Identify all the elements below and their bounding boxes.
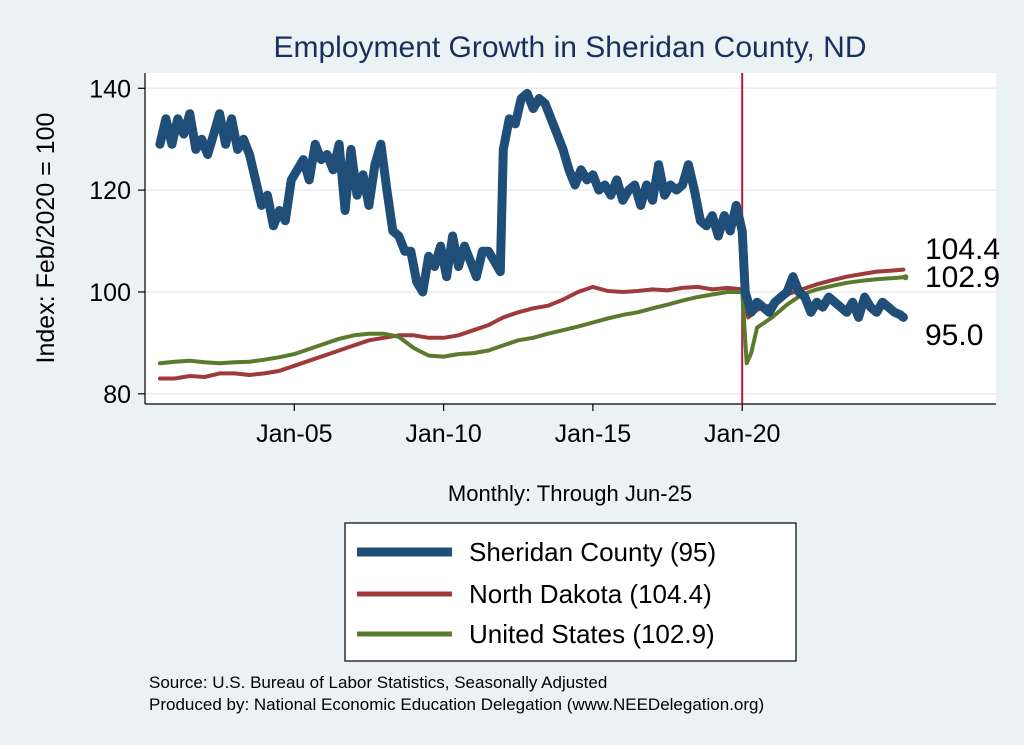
- end-marker: [902, 274, 909, 281]
- legend-label: North Dakota (104.4): [469, 579, 712, 609]
- x-tick-label: Jan-10: [405, 420, 481, 448]
- y-ticks: 80 100 120 140: [89, 75, 145, 409]
- end-label: 104.4: [925, 233, 1000, 266]
- x-axis-title: Monthly: Through Jun-25: [448, 481, 692, 506]
- y-tick-label: 120: [89, 177, 131, 205]
- x-tick-label: Jan-15: [555, 420, 631, 448]
- y-tick-label: 100: [89, 279, 131, 307]
- x-tick-label: Jan-20: [704, 420, 780, 448]
- y-tick-label: 80: [103, 381, 131, 409]
- y-tick-label: 140: [89, 75, 131, 103]
- legend: Sheridan County (95) North Dakota (104.4)…: [357, 537, 716, 649]
- chart-title: Employment Growth in Sheridan County, ND: [273, 31, 866, 64]
- series-line-0: [155, 88, 908, 322]
- plot-area: [145, 73, 996, 404]
- series-line-2: [157, 275, 906, 366]
- x-ticks: Jan-05 Jan-10 Jan-15 Jan-20: [256, 404, 780, 448]
- y-axis-title: Index: Feb/2020 = 100: [32, 113, 60, 364]
- legend-label: United States (102.9): [469, 619, 715, 649]
- source-note: Source: U.S. Bureau of Labor Statistics,…: [149, 673, 607, 692]
- x-tick-label: Jan-05: [256, 420, 332, 448]
- end-label: 95.0: [925, 319, 983, 352]
- producer-note: Produced by: National Economic Education…: [149, 695, 764, 714]
- series-lines: [155, 88, 908, 381]
- legend-label: Sheridan County (95): [469, 537, 716, 567]
- end-label: 102.9: [925, 261, 1000, 294]
